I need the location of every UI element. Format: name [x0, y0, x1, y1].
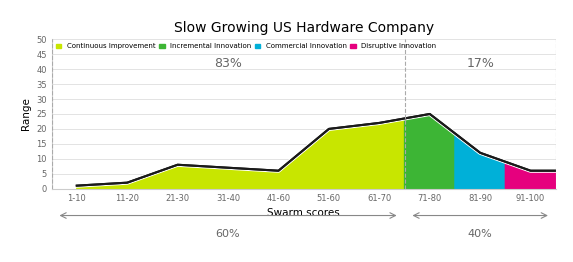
Text: 60%: 60% — [216, 229, 240, 239]
Text: 17%: 17% — [466, 57, 494, 70]
Legend: Continuous Improvement, Incremental Innovation, Commercial Innovation, Disruptiv: Continuous Improvement, Incremental Inno… — [55, 43, 437, 50]
Text: 40%: 40% — [468, 229, 493, 239]
Polygon shape — [77, 118, 405, 189]
Y-axis label: Range: Range — [21, 97, 30, 130]
Polygon shape — [405, 114, 455, 189]
Polygon shape — [455, 133, 505, 189]
X-axis label: Swarm scores: Swarm scores — [268, 208, 340, 218]
Text: 83%: 83% — [214, 57, 242, 70]
Title: Slow Growing US Hardware Company: Slow Growing US Hardware Company — [174, 21, 434, 35]
Polygon shape — [505, 162, 556, 189]
